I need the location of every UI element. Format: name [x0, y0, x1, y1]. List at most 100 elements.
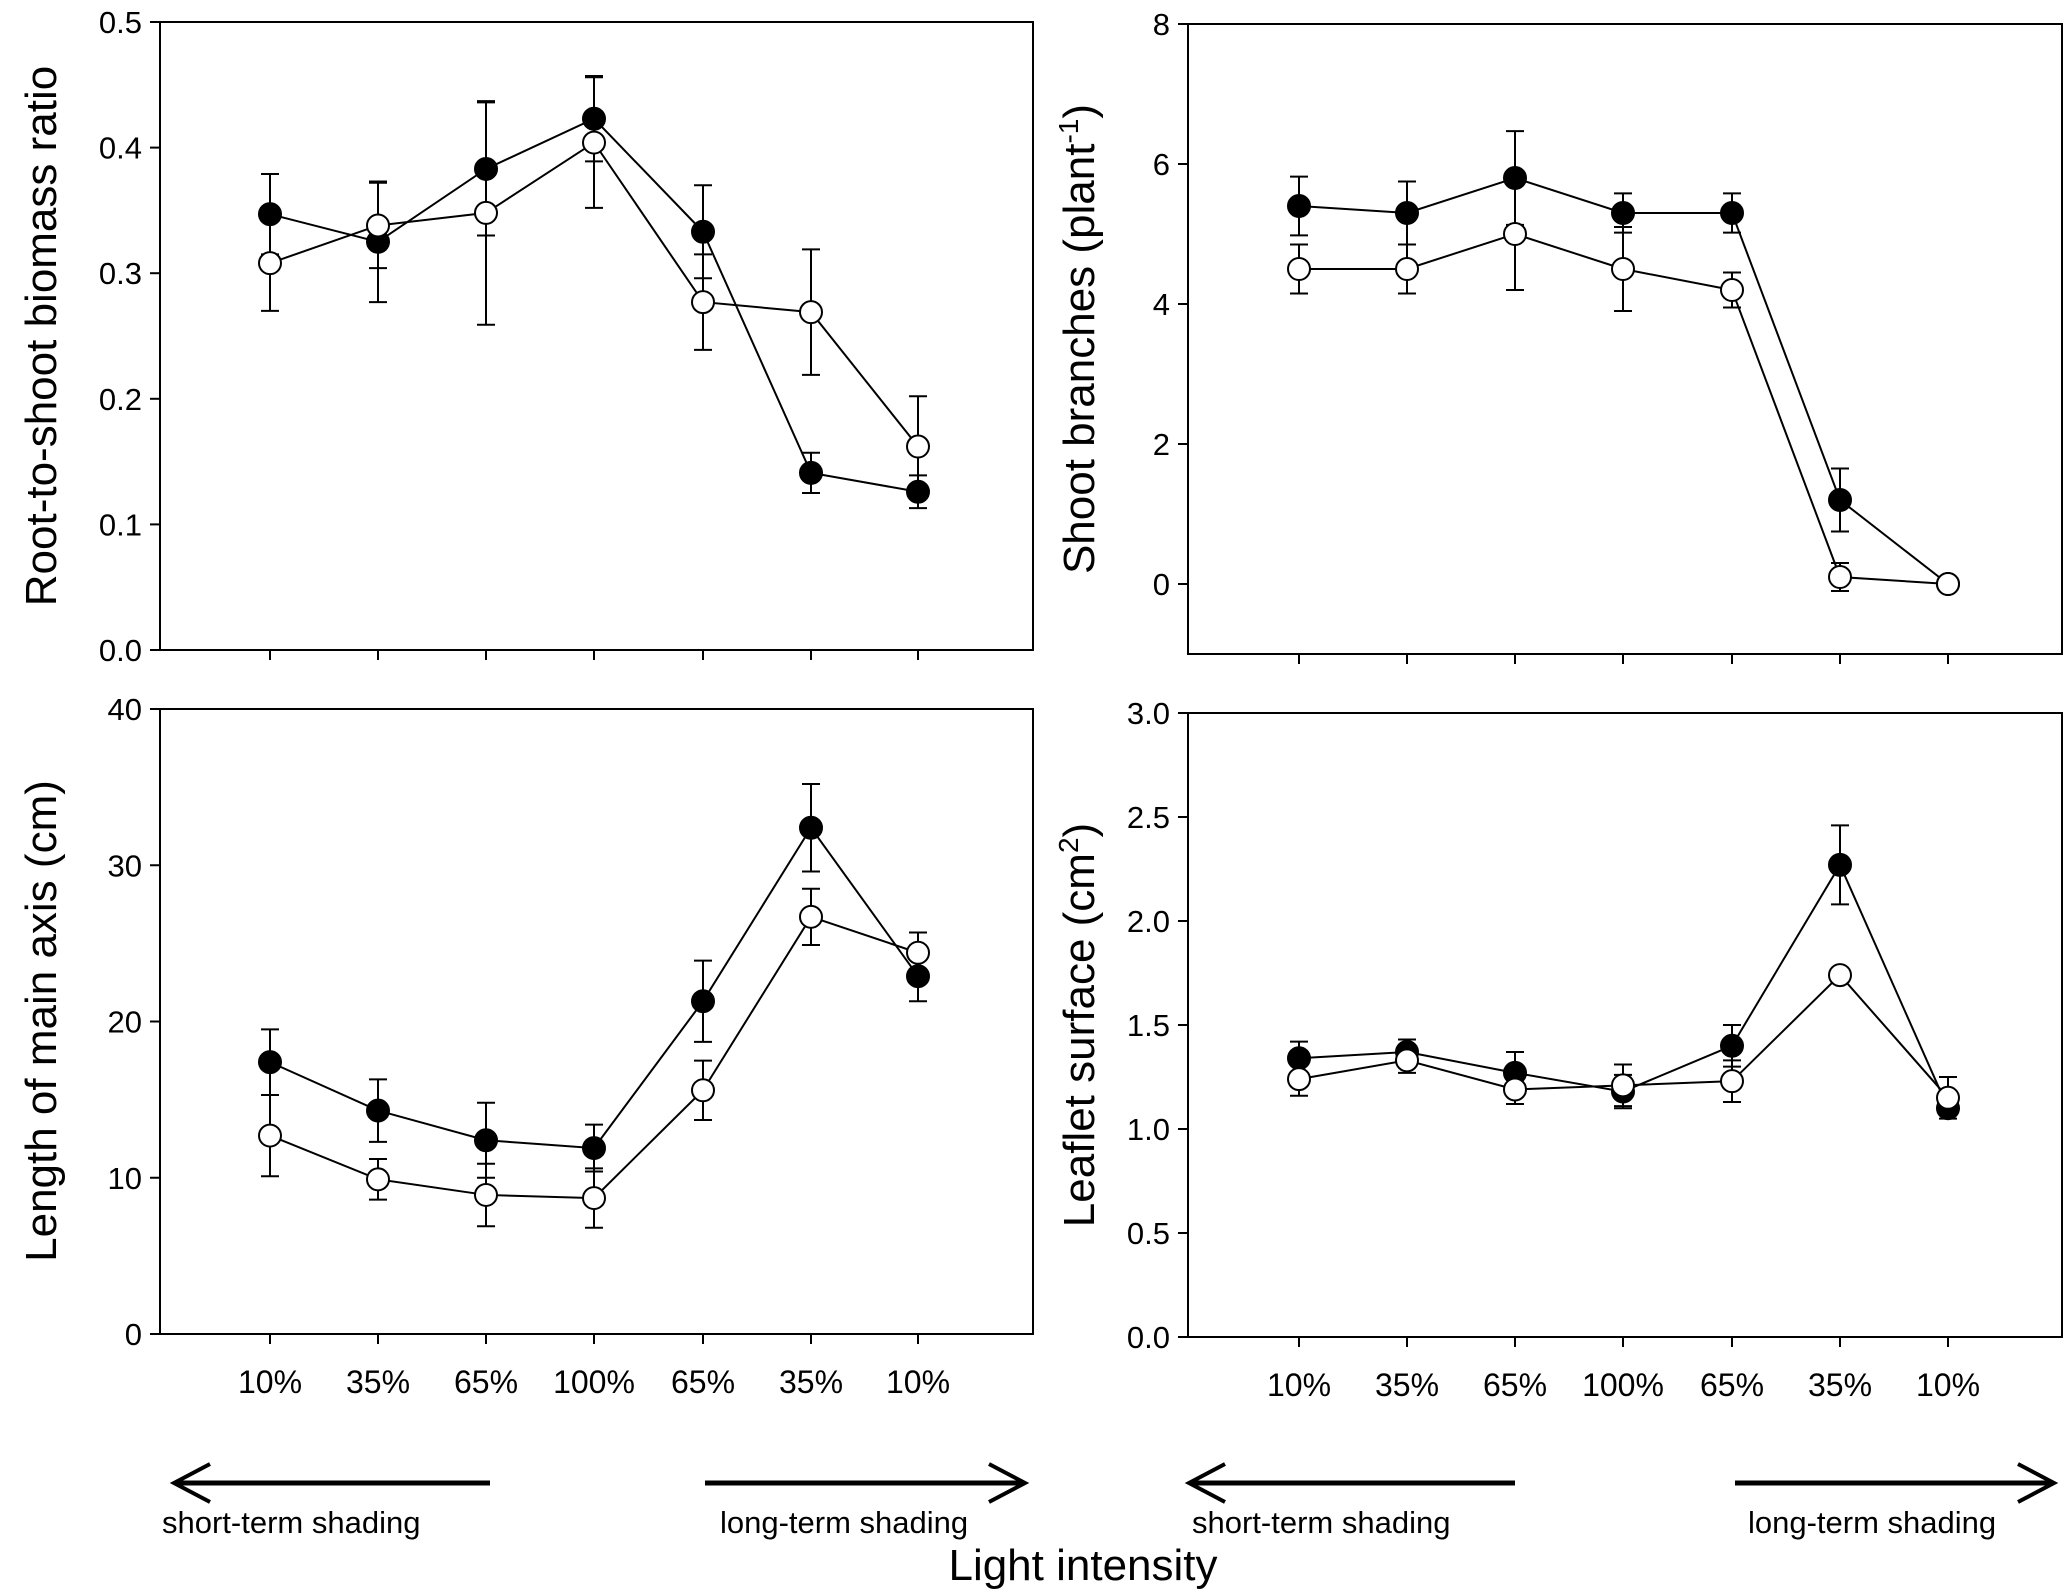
y-tick-label: 1.5 [1127, 1008, 1170, 1043]
x-category-label: 65% [454, 1364, 518, 1400]
data-point-open [1287, 1067, 1311, 1092]
x-axis-title: Light intensity [948, 1541, 1217, 1590]
y-tick-label: 3.0 [1127, 696, 1170, 731]
x-category-label: 65% [1700, 1367, 1764, 1403]
data-point-open [258, 251, 282, 276]
y-tick-label: 30 [108, 848, 142, 883]
x-category-label: 35% [779, 1364, 843, 1400]
data-point-open [1828, 963, 1852, 988]
data-point-open [799, 904, 823, 929]
data-point-filled [1720, 201, 1744, 225]
data-point-open [366, 1167, 390, 1192]
data-point-filled [691, 989, 715, 1014]
y-tick-label: 40 [108, 692, 142, 727]
x-category-label: 100% [553, 1364, 635, 1400]
long-term-label-right: long-term shading [1748, 1505, 1996, 1540]
y-tick-label: 1.0 [1127, 1112, 1170, 1147]
data-point-open [474, 200, 498, 225]
data-point-open [1503, 1077, 1527, 1102]
y-axis-title: Leaflet surface (cm2) [1053, 823, 1104, 1227]
long-term-arrow-head-right [2017, 1462, 2059, 1504]
data-point-open [474, 1182, 498, 1207]
short-term-label-right: short-term shading [1192, 1505, 1450, 1540]
y-tick-label: 8 [1153, 7, 1170, 42]
y-axis-title: Root-to-shoot biomass ratio [17, 66, 66, 606]
y-tick-label: 4 [1153, 287, 1170, 322]
y-tick-label: 0.0 [99, 633, 142, 668]
data-point-open [1936, 572, 1960, 596]
x-category-label: 10% [886, 1364, 950, 1400]
panel-top-left: 0.0 0.1 0.2 0.3 0.4 0.5 Root-to-shoot biomass … [17, 5, 1034, 668]
short-term-label-left: short-term shading [162, 1505, 420, 1540]
data-point-open [366, 213, 390, 238]
data-point-open [1503, 222, 1527, 246]
data-point-filled [1611, 201, 1635, 225]
data-point-filled [799, 460, 823, 485]
data-point-open [1611, 257, 1635, 281]
data-point-open [1611, 1073, 1635, 1098]
plot-frame [159, 708, 1034, 1335]
data-point-open [799, 300, 823, 325]
data-point-open [1828, 565, 1852, 589]
y-tick-label: 0.2 [99, 382, 142, 417]
y-tick-label: 2.5 [1127, 800, 1170, 835]
data-point-filled [1287, 1046, 1311, 1071]
right-arrow-group: short-term shading long-term shading [1184, 1462, 2059, 1540]
panel-bottom-left: 0 10 20 30 40 10% 35% 65% 100% 65% 35% 10% Length of… [17, 692, 1034, 1400]
data-point-filled [582, 106, 606, 131]
plot-frame [1187, 712, 2063, 1338]
data-point-open [906, 434, 930, 459]
data-point-filled [366, 1098, 390, 1123]
data-point-filled [906, 479, 930, 504]
y-tick-label: 0.5 [1127, 1216, 1170, 1251]
y-tick-label: 20 [108, 1005, 142, 1040]
data-point-open [691, 290, 715, 315]
plot-frame [1187, 23, 2063, 655]
data-point-open [1720, 278, 1744, 302]
x-category-label: 10% [1267, 1367, 1331, 1403]
panels: 0.0 0.1 0.2 0.3 0.4 0.5 Root-to-shoot biomass … [17, 5, 2063, 1403]
data-point-open [1936, 1085, 1960, 1110]
data-point-open [1287, 257, 1311, 281]
y-tick-label: 0 [125, 1317, 142, 1352]
y-tick-label: 2.0 [1127, 904, 1170, 939]
data-point-filled [1503, 166, 1527, 190]
data-point-open [1395, 1048, 1419, 1073]
data-point-filled [1828, 488, 1852, 512]
data-point-open [691, 1078, 715, 1103]
x-category-label: 65% [1483, 1367, 1547, 1403]
data-point-open [906, 940, 930, 965]
y-tick-label: 10 [108, 1161, 142, 1196]
y-tick-label: 0.3 [99, 256, 142, 291]
data-point-filled [258, 202, 282, 227]
y-tick-label: 0.5 [99, 5, 142, 40]
data-point-filled [1720, 1033, 1744, 1058]
data-point-filled [1287, 194, 1311, 218]
x-category-label: 10% [238, 1364, 302, 1400]
x-category-label: 65% [671, 1364, 735, 1400]
y-tick-label: 6 [1153, 147, 1170, 182]
y-axis-title: Shoot branches (plant-1) [1053, 104, 1104, 574]
data-point-filled [258, 1050, 282, 1075]
data-point-filled [474, 1128, 498, 1153]
y-axis-title: Length of main axis (cm) [17, 780, 66, 1262]
left-arrow-group: short-term shading long-term shading [162, 1462, 1030, 1540]
data-point-filled [1828, 852, 1852, 877]
data-point-open [1720, 1069, 1744, 1094]
x-category-label: 10% [1916, 1367, 1980, 1403]
long-term-label-left: long-term shading [720, 1505, 968, 1540]
y-tick-label: 0.1 [99, 507, 142, 542]
plot-frame [159, 21, 1034, 651]
x-category-label: 100% [1582, 1367, 1664, 1403]
y-tick-label: 0 [1153, 567, 1170, 602]
data-point-open [258, 1123, 282, 1148]
x-category-label: 35% [1808, 1367, 1872, 1403]
y-tick-label: 0.4 [99, 131, 142, 166]
panel-top-right: 0 2 4 6 8 Shoot branches (plant-1) [1053, 7, 2063, 664]
data-point-filled [1395, 201, 1419, 225]
data-point-open [1395, 257, 1419, 281]
data-point-open [582, 130, 606, 155]
data-point-filled [799, 815, 823, 840]
data-point-filled [691, 219, 715, 244]
